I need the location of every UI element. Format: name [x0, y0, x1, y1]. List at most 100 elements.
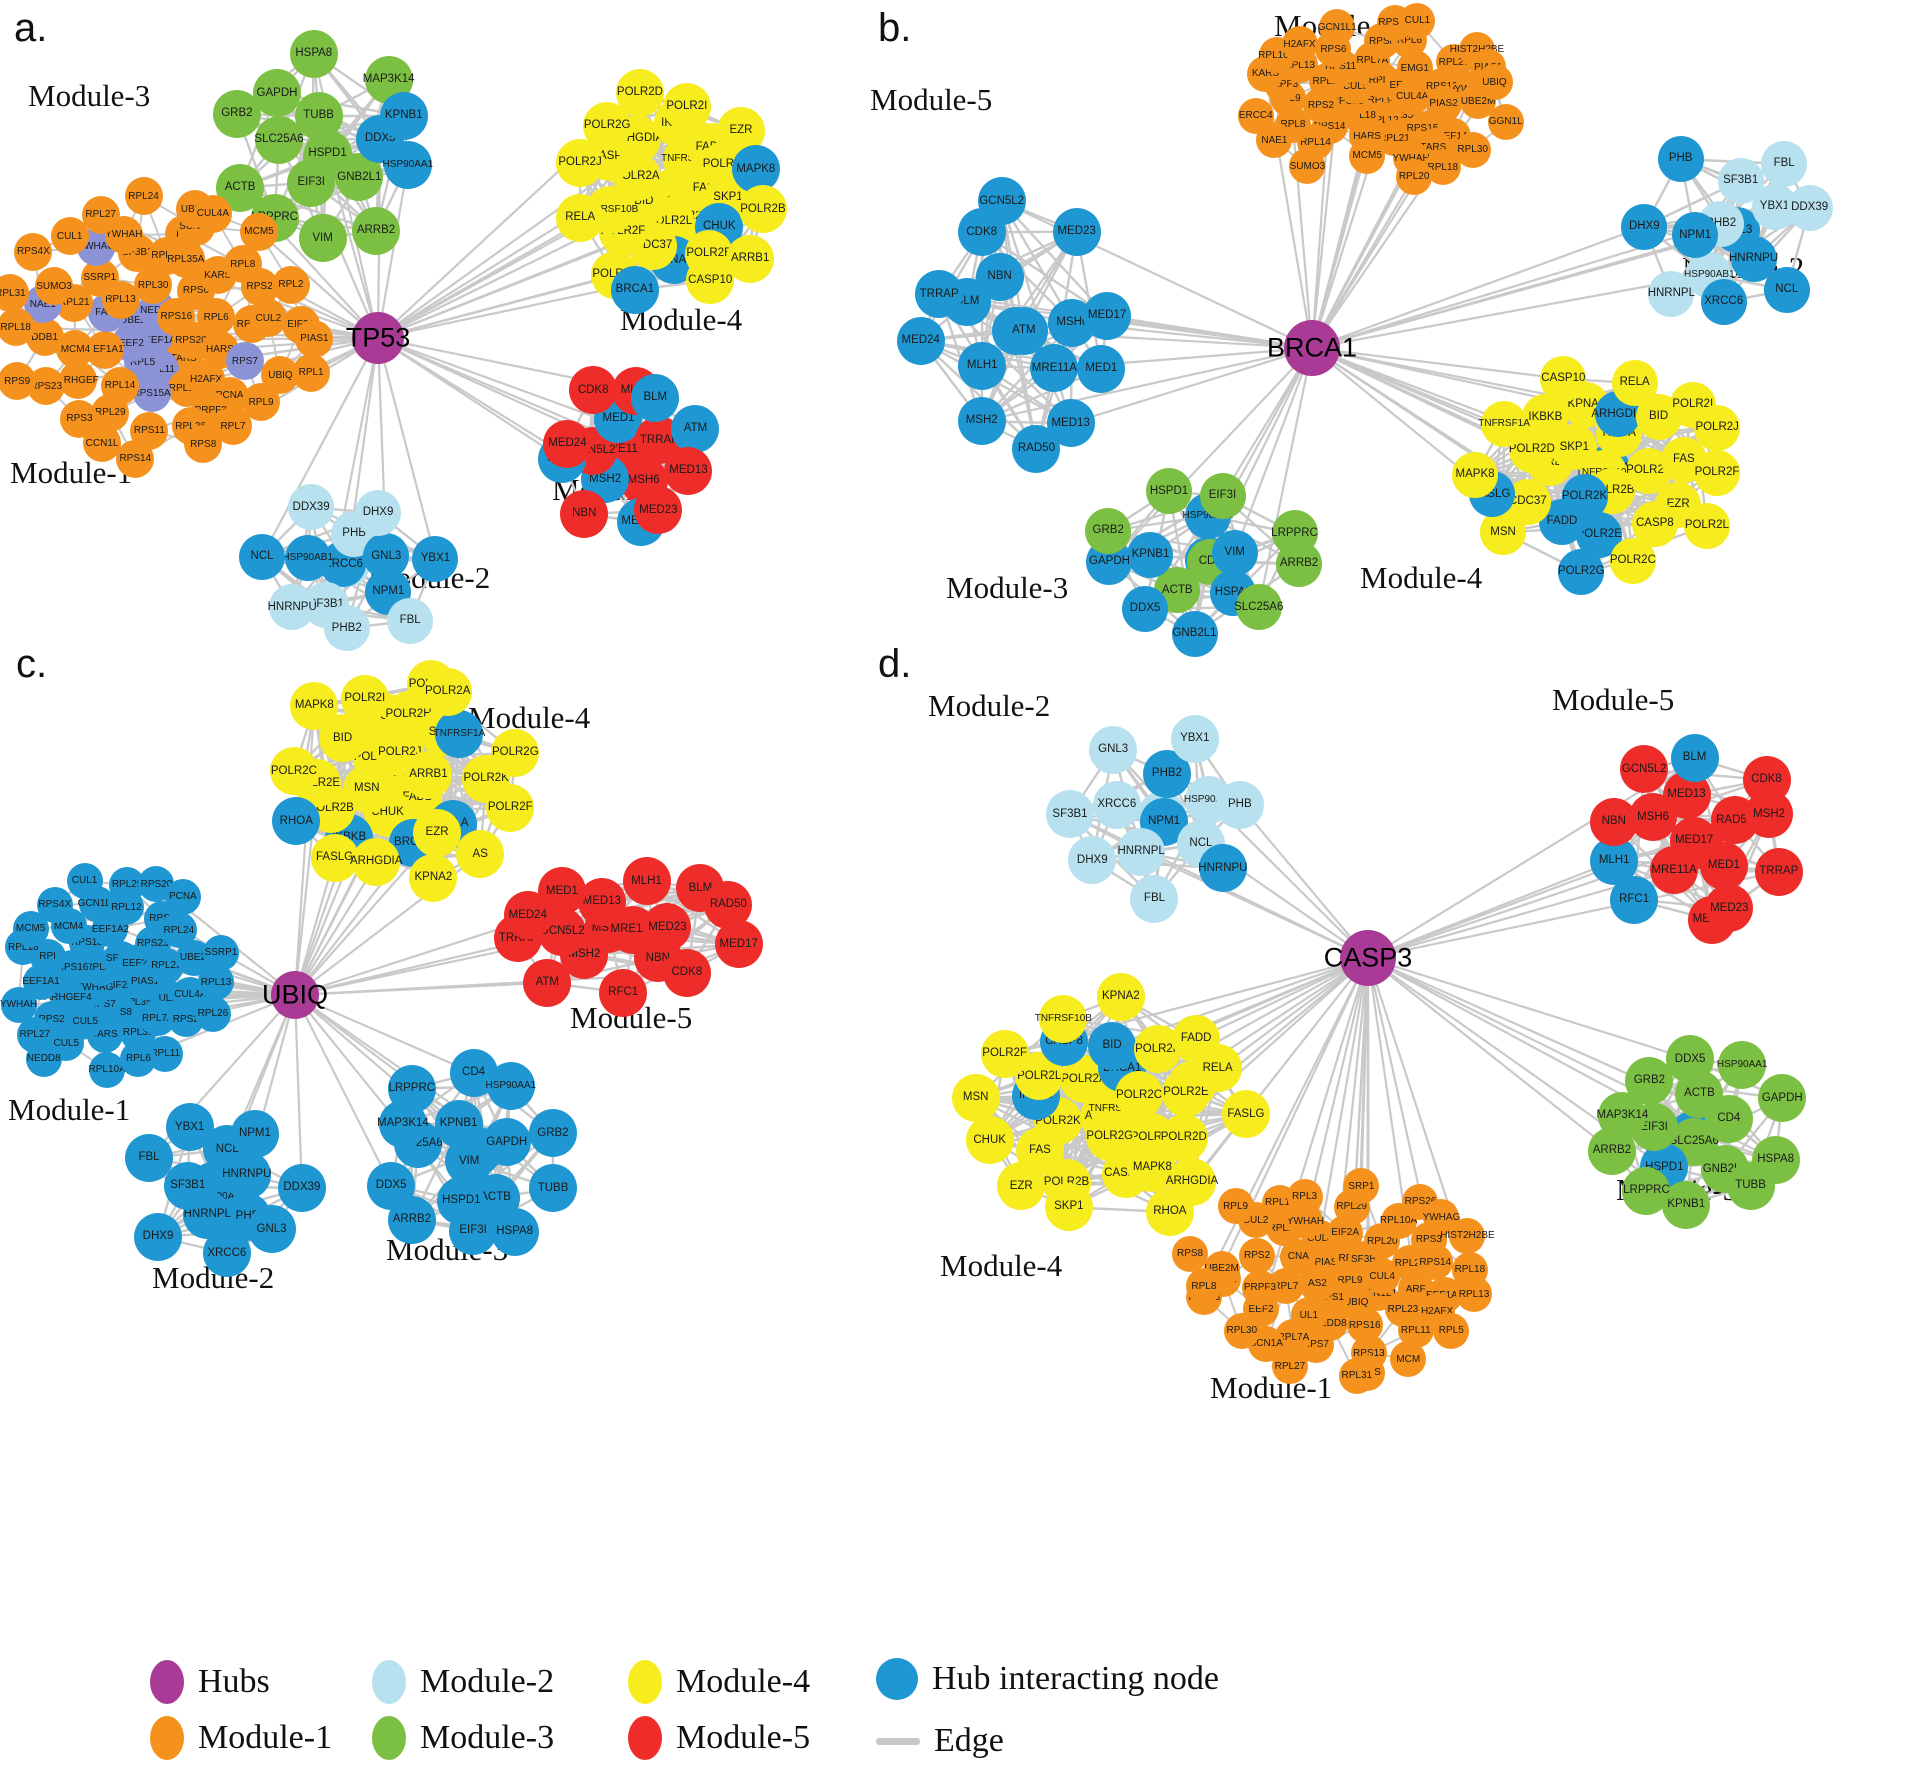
network-node[interactable]: RPS7 — [225, 342, 264, 381]
network-node[interactable]: RPL2 — [271, 265, 310, 304]
network-node[interactable]: HSPA8 — [289, 29, 338, 78]
network-node[interactable]: KPNB1 — [1127, 531, 1174, 578]
network-node[interactable]: RPL27 — [1271, 1348, 1308, 1385]
network-node[interactable]: MED17 — [1083, 291, 1132, 340]
network-node[interactable]: TUBB — [294, 92, 343, 140]
network-node[interactable]: RPL13 — [1456, 1276, 1492, 1313]
network-node[interactable]: RPL3 — [1286, 1178, 1323, 1215]
network-node[interactable]: BLM — [1670, 733, 1719, 782]
network-node[interactable]: MCM5 — [1349, 137, 1386, 174]
network-node[interactable]: MED13 — [664, 446, 713, 495]
network-node[interactable]: ARRB2 — [1276, 541, 1323, 587]
network-node[interactable]: SF3B1 — [163, 1161, 212, 1210]
network-node[interactable]: POLR2G — [491, 729, 540, 778]
network-node[interactable]: HSP90AA1 — [486, 1061, 536, 1110]
network-node[interactable]: KPNB1 — [379, 91, 428, 140]
network-node[interactable]: RPS14 — [1417, 1244, 1454, 1281]
network-node[interactable]: CD4 — [1704, 1095, 1753, 1144]
network-node[interactable]: NCL — [1763, 266, 1810, 313]
network-node[interactable]: POLR2F — [486, 783, 535, 832]
network-node[interactable]: FBL — [125, 1134, 174, 1183]
network-node[interactable]: RELA — [1611, 360, 1658, 407]
network-node[interactable]: NPM1 — [1672, 212, 1719, 259]
network-node[interactable]: POLR2B — [738, 185, 787, 234]
network-node[interactable]: XRCC6 — [202, 1229, 251, 1278]
network-node[interactable]: MED24 — [896, 316, 945, 365]
network-node[interactable]: DHX9 — [1621, 203, 1668, 250]
network-node[interactable]: GCN1L1 — [1318, 9, 1357, 46]
network-node[interactable]: FBL — [387, 597, 434, 644]
network-node[interactable]: DHX9 — [1068, 836, 1117, 885]
network-node[interactable]: RPS8 — [184, 425, 223, 464]
network-node[interactable]: RPL9 — [1217, 1188, 1254, 1225]
network-node[interactable]: HSPA8 — [490, 1207, 539, 1256]
network-node[interactable]: RHOA — [272, 797, 321, 846]
network-node[interactable]: DDX39 — [288, 484, 335, 531]
network-node[interactable]: EZR — [997, 1162, 1046, 1211]
network-node[interactable]: RPS4X — [36, 886, 73, 923]
network-node[interactable]: MCM5 — [240, 212, 278, 251]
network-node[interactable]: POLR2I — [340, 674, 389, 723]
network-node[interactable]: HNRNPU — [1198, 844, 1247, 893]
network-node[interactable]: DDX5 — [367, 1161, 416, 1210]
network-node[interactable]: MLH1 — [958, 341, 1007, 390]
network-node[interactable]: PHB — [1215, 781, 1264, 830]
network-node[interactable]: H2AFX — [1281, 26, 1318, 63]
network-node[interactable]: RPL27 — [81, 195, 120, 234]
network-node[interactable]: KPNB1 — [434, 1100, 483, 1149]
network-node[interactable]: LRPPRC — [1622, 1166, 1671, 1215]
network-node[interactable]: BRCA1 — [610, 266, 659, 315]
network-node[interactable]: MAPK8 — [290, 681, 339, 730]
network-node[interactable]: DDX39 — [1786, 185, 1833, 231]
network-node[interactable]: UBIQ — [1476, 64, 1513, 101]
network-node[interactable]: RPL31 — [1338, 1357, 1375, 1394]
network-node[interactable]: NBN — [1589, 797, 1638, 846]
network-node[interactable]: TRRAP — [915, 270, 964, 319]
network-node[interactable]: SRP1 — [1343, 1168, 1380, 1205]
network-node[interactable]: RPL30 — [1223, 1312, 1260, 1349]
network-node[interactable]: RPS4X — [14, 232, 53, 271]
network-node[interactable]: RPS9 — [0, 362, 37, 401]
network-node[interactable]: MED13 — [1046, 399, 1095, 448]
network-node[interactable]: GAPDH — [1758, 1074, 1807, 1123]
network-node[interactable]: POLR2F — [980, 1029, 1029, 1078]
network-node[interactable]: ARHGDIA — [350, 837, 402, 886]
network-node[interactable]: DDX39 — [277, 1164, 326, 1213]
network-node[interactable]: RELA — [1193, 1044, 1242, 1093]
network-node[interactable]: MED23 — [634, 486, 683, 535]
network-node[interactable]: CUL4A — [193, 194, 232, 233]
network-node[interactable]: HSP90AA1 — [383, 140, 433, 189]
network-node[interactable]: MRE11A — [1650, 846, 1699, 895]
network-node[interactable]: POLR2L — [1683, 502, 1730, 549]
network-node[interactable]: MED17 — [714, 920, 763, 969]
network-node[interactable]: HIST2H2BE — [1440, 1217, 1495, 1254]
hub-node[interactable]: CASP3 — [1324, 930, 1412, 986]
network-node[interactable]: YWHAH — [0, 986, 37, 1023]
network-node[interactable]: DHX9 — [355, 490, 402, 537]
network-node[interactable]: YBX1 — [412, 535, 459, 582]
network-node[interactable]: DDX5 — [1122, 585, 1169, 632]
network-node[interactable]: TUBB — [529, 1164, 578, 1213]
network-node[interactable]: MCM — [1390, 1341, 1427, 1378]
network-node[interactable]: CUL2 — [249, 299, 288, 338]
network-node[interactable]: MLH1 — [622, 857, 671, 906]
hub-node[interactable]: BRCA1 — [1267, 320, 1357, 376]
network-node[interactable]: SKP1 — [1044, 1183, 1093, 1232]
network-node[interactable]: NBN — [975, 252, 1024, 301]
network-node[interactable]: MED1 — [1699, 842, 1748, 891]
network-node[interactable]: TUBB — [1726, 1161, 1775, 1210]
network-node[interactable]: PRPF3 — [1241, 1269, 1278, 1306]
network-node[interactable]: CHUK — [965, 1116, 1014, 1165]
network-node[interactable]: GRB2 — [528, 1109, 577, 1158]
network-node[interactable]: BLM — [631, 373, 680, 422]
network-node[interactable]: SF3B1 — [1046, 790, 1094, 839]
network-node[interactable]: RPL6 — [120, 1040, 157, 1077]
network-node[interactable]: MAPK8 — [1452, 451, 1499, 498]
network-node[interactable]: DDX5 — [1666, 1035, 1715, 1084]
network-node[interactable]: MSH2 — [957, 397, 1006, 446]
network-node[interactable]: CDK8 — [662, 949, 711, 998]
network-node[interactable]: GAPDH — [482, 1118, 531, 1167]
network-node[interactable]: XRCC6 — [1700, 279, 1747, 326]
network-node[interactable]: MED1 — [1077, 344, 1126, 393]
network-node[interactable]: CASP10 — [1540, 355, 1587, 402]
